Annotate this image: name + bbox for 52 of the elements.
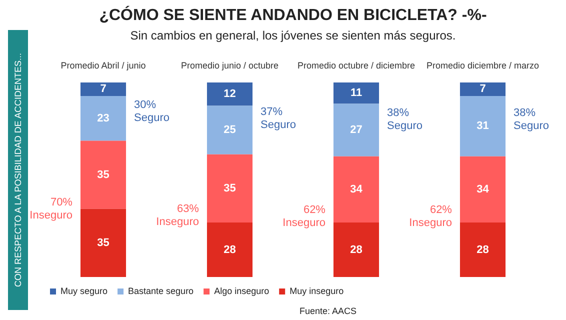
annotation: 62% Inseguro xyxy=(409,204,452,230)
bar xyxy=(80,208,126,277)
bar xyxy=(333,156,380,223)
data-label: 12 xyxy=(224,88,236,100)
bar xyxy=(460,82,506,96)
x-tick-label: Promedio diciembre / marzo xyxy=(426,60,540,70)
legend-label: Bastante seguro xyxy=(128,286,194,296)
data-label: 34 xyxy=(350,183,364,196)
bar xyxy=(80,140,126,209)
bar xyxy=(333,104,380,156)
data-label: 28 xyxy=(224,244,236,256)
legend-label: Muy seguro xyxy=(60,286,108,296)
bar xyxy=(80,82,126,96)
annotation: 37% Seguro xyxy=(260,106,296,131)
data-label: 35 xyxy=(224,182,236,194)
annotation: 30% Seguro xyxy=(134,99,170,124)
annotation: 38% Seguro xyxy=(387,106,423,132)
x-tick-label: Promedio Abril / junio xyxy=(60,60,146,70)
annotation: 62% Inseguro xyxy=(282,204,326,230)
data-label: 23 xyxy=(97,112,110,124)
annotation: 38% Seguro xyxy=(514,106,550,132)
data-label: 28 xyxy=(476,244,489,256)
data-label: 7 xyxy=(480,83,486,96)
legend-label: Algo inseguro xyxy=(214,286,270,296)
data-label: 11 xyxy=(350,87,362,100)
data-label: 34 xyxy=(476,183,490,196)
bar xyxy=(460,96,506,156)
data-label: 28 xyxy=(350,244,362,256)
annotation: 63% Inseguro xyxy=(156,203,200,228)
bar xyxy=(206,154,253,223)
data-label: 7 xyxy=(100,83,106,96)
bar xyxy=(206,222,253,277)
bar xyxy=(80,96,126,141)
x-tick-label: Promedio octubre / diciembre xyxy=(297,60,416,70)
x-tick-label: Promedio junio / octubre xyxy=(180,60,279,70)
source-note: Fuente: AACS xyxy=(299,306,357,316)
bar xyxy=(460,156,506,223)
data-label: 25 xyxy=(224,124,236,136)
data-label: 35 xyxy=(97,168,110,181)
bar xyxy=(206,82,253,106)
chart-title: ¿CÓMO SE SIENTE ANDANDO EN BICICLETA? -%- xyxy=(99,5,487,24)
bar xyxy=(206,106,253,154)
legend-label: Muy inseguro xyxy=(290,286,344,296)
bar xyxy=(333,82,380,104)
text: CON RESPECTO A LA POSIBILIDAD DE ACCIDENTES... xyxy=(13,53,23,287)
bar xyxy=(460,222,506,277)
data-label: 27 xyxy=(350,124,362,136)
bar xyxy=(333,222,380,277)
data-label: 31 xyxy=(476,120,489,132)
annotation: 70% Inseguro xyxy=(30,196,73,222)
data-label: 35 xyxy=(97,236,110,249)
chart-subtitle: Sin cambios en general, los jóvenes se sienten más seguros. xyxy=(130,28,456,43)
